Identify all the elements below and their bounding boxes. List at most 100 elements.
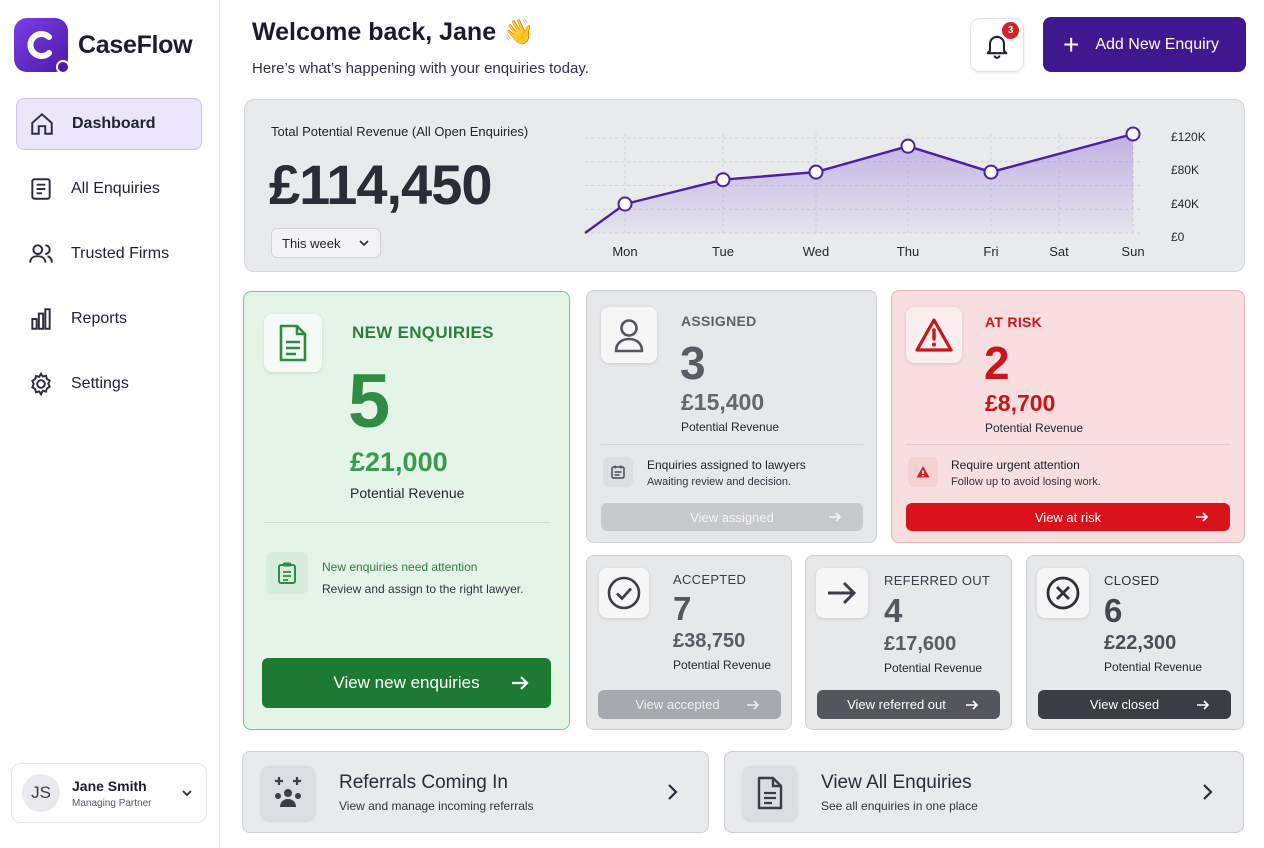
sidebar-item-reports[interactable]: Reports <box>16 293 202 345</box>
x-tick-label: Sat <box>1049 244 1069 259</box>
user-role: Managing Partner <box>72 797 152 809</box>
sidebar-item-dashboard[interactable]: Dashboard <box>16 98 202 150</box>
data-point <box>900 138 916 154</box>
check-circle-icon <box>599 568 649 618</box>
notifications-button[interactable]: 3 <box>970 18 1024 72</box>
sidebar-item-all-enquiries[interactable]: All Enquiries <box>16 163 202 215</box>
card-revenue-label: Potential Revenue <box>1104 660 1203 674</box>
assigned-card: ASSIGNED 3 £15,400 Potential Revenue Enq… <box>586 290 877 543</box>
card-count: 7 <box>673 590 692 627</box>
x-tick-label: Mon <box>612 244 637 259</box>
sidebar-item-trusted-firms[interactable]: Trusted Firms <box>16 228 202 280</box>
x-tick-label: Fri <box>983 244 998 259</box>
app-name: CaseFlow <box>78 30 193 59</box>
plus-icon: + <box>1063 28 1080 60</box>
sidebar-item-label: Dashboard <box>72 115 156 132</box>
revenue-panel: Total Potential Revenue (All Open Enquir… <box>244 99 1245 272</box>
clipboard-icon <box>266 552 308 594</box>
card-count: 4 <box>884 592 903 629</box>
referred-out-card: REFERRED OUT 4 £17,600 Potential Revenue… <box>805 555 1012 730</box>
user-menu[interactable]: JS Jane Smith Managing Partner <box>11 763 207 823</box>
view-referred-out-button[interactable]: View referred out <box>817 690 1000 719</box>
view-all-enquiries-link[interactable]: View All Enquiries See all enquiries in … <box>724 751 1244 833</box>
y-tick-label: £120K <box>1171 130 1206 144</box>
card-count: 2 <box>984 337 1010 389</box>
sidebar-nav: Dashboard All Enquiries Trusted Firms Re… <box>16 98 202 423</box>
card-revenue: £17,600 <box>884 633 957 655</box>
button-label: View referred out <box>847 697 946 712</box>
card-label: ASSIGNED <box>681 313 757 329</box>
link-subtitle: See all enquiries in one place <box>821 799 978 813</box>
view-at-risk-button[interactable]: View at risk <box>906 503 1230 531</box>
note-title: Require urgent attention <box>951 458 1080 472</box>
view-accepted-button[interactable]: View accepted <box>598 690 781 719</box>
note-title: New enquiries need attention <box>322 560 478 574</box>
document-icon <box>743 766 797 820</box>
accepted-card: ACCEPTED 7 £38,750 Potential Revenue Vie… <box>586 555 792 730</box>
card-label: CLOSED <box>1104 573 1160 588</box>
data-point <box>617 196 633 212</box>
arrow-right-icon <box>829 512 842 522</box>
link-subtitle: View and manage incoming referrals <box>339 799 534 813</box>
revenue-chart: Mon Tue Wed Thu Fri Sat Sun £0 £40K £80K £120K <box>584 126 1206 259</box>
page-title: Welcome back, Jane 👋 <box>252 18 535 46</box>
users-icon <box>29 244 53 263</box>
note-text: Awaiting review and decision. <box>647 476 792 488</box>
y-tick-label: £80K <box>1171 163 1199 177</box>
closed-card: CLOSED 6 £22,300 Potential Revenue View … <box>1026 555 1244 730</box>
new-enquiries-card: NEW ENQUIRIES 5 £21,000 Potential Revenu… <box>243 291 570 730</box>
page-subtitle: Here’s what’s happening with your enquir… <box>252 60 589 77</box>
x-tick-label: Tue <box>712 244 734 259</box>
arrow-right-icon <box>816 568 868 618</box>
app-logo[interactable]: CaseFlow <box>14 18 193 74</box>
card-count: 6 <box>1104 592 1123 629</box>
button-label: View assigned <box>690 509 774 525</box>
series-area <box>585 134 1133 233</box>
note-title: Enquiries assigned to lawyers <box>647 458 806 472</box>
view-closed-button[interactable]: View closed <box>1038 690 1231 719</box>
bell-icon <box>986 35 1008 59</box>
user-name: Jane Smith <box>72 777 147 794</box>
y-tick-label: £40K <box>1171 197 1199 211</box>
note-text: Follow up to avoid losing work. <box>951 476 1101 488</box>
add-users-icon <box>261 766 315 820</box>
button-label: View new enquiries <box>333 673 480 692</box>
revenue-value: £114,450 <box>269 153 492 216</box>
view-new-enquiries-button[interactable]: View new enquiries <box>262 658 551 708</box>
avatar: JS <box>22 774 60 812</box>
card-label: ACCEPTED <box>673 572 747 587</box>
period-select[interactable]: This week <box>271 228 381 258</box>
sidebar-item-label: Trusted Firms <box>71 245 170 262</box>
card-count: 5 <box>348 359 391 444</box>
card-count: 3 <box>680 337 706 389</box>
view-assigned-button[interactable]: View assigned <box>601 503 863 531</box>
card-revenue-label: Potential Revenue <box>350 485 465 501</box>
card-revenue-label: Potential Revenue <box>681 420 780 434</box>
button-label: View accepted <box>635 697 720 712</box>
button-label: View closed <box>1089 697 1160 712</box>
add-new-enquiry-button[interactable]: + Add New Enquiry <box>1043 17 1246 72</box>
document-icon <box>31 178 51 200</box>
card-revenue: £15,400 <box>681 389 765 415</box>
add-new-enquiry-label: Add New Enquiry <box>1095 35 1219 53</box>
arrow-right-icon <box>1196 512 1209 522</box>
note-text: Review and assign to the right lawyer. <box>322 582 524 596</box>
period-select-value: This week <box>282 235 341 251</box>
sidebar: CaseFlow Dashboard All Enquiries Trusted… <box>0 0 220 848</box>
card-revenue-label: Potential Revenue <box>985 421 1084 435</box>
button-label: View at risk <box>1034 509 1102 525</box>
referrals-coming-in-link[interactable]: Referrals Coming In View and manage inco… <box>242 751 709 833</box>
sidebar-item-settings[interactable]: Settings <box>16 358 202 410</box>
sidebar-item-label: Settings <box>71 375 129 392</box>
card-revenue-label: Potential Revenue <box>673 658 772 672</box>
gear-icon <box>31 371 51 397</box>
close-circle-icon <box>1037 568 1089 618</box>
data-point <box>983 164 999 180</box>
document-icon <box>264 314 322 372</box>
sidebar-item-label: All Enquiries <box>71 180 160 197</box>
arrow-right-icon <box>512 676 529 690</box>
chevron-right-icon <box>668 784 678 800</box>
data-point <box>808 164 824 180</box>
card-revenue: £38,750 <box>673 630 746 652</box>
notification-badge: 3 <box>1002 22 1019 39</box>
